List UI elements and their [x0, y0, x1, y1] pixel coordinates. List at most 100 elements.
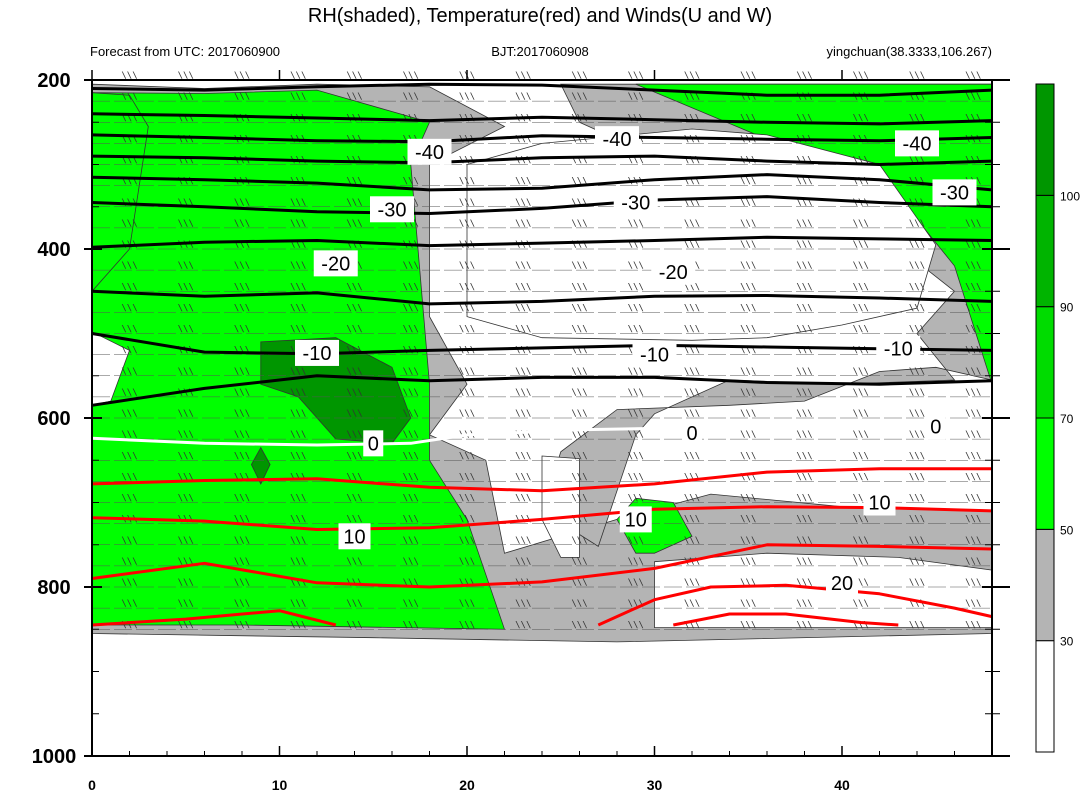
wind-barb: \\\	[740, 494, 756, 504]
wind-barb: \\\	[515, 92, 531, 102]
contour-label-box	[651, 258, 696, 285]
contour-line	[91, 133, 993, 144]
contour-label-box	[407, 138, 452, 165]
contour-labels: -40 -40 -40 -30 -30 -30 -20 -20 -10 -10 -10 0 0 0 10 10…	[295, 126, 977, 596]
wind-barb: \\\	[346, 134, 362, 144]
contour-label-box	[876, 335, 921, 362]
contour-label: 10	[625, 509, 647, 531]
y-tick-label: 800	[37, 577, 70, 599]
wind-barb: \\\	[909, 599, 925, 609]
wind-barb: \\\	[515, 282, 531, 292]
wind-barb: \\\	[796, 409, 812, 419]
wind-barb: \\\	[459, 599, 475, 609]
wind-barb: \\\	[178, 177, 194, 187]
wind-barb: \\\	[290, 282, 306, 292]
wind-barb: \\\	[909, 430, 925, 440]
wind-barb: \\\	[403, 494, 419, 504]
wind-barb: \\\	[234, 367, 250, 377]
wind-barb: \\\	[234, 388, 250, 398]
wind-barb: \\\	[178, 409, 194, 419]
wind-barb: \\\	[121, 472, 137, 482]
wind-barb: \\\	[909, 388, 925, 398]
wind-barb: \\\	[965, 303, 981, 313]
wind-barb: \\\	[121, 620, 137, 630]
wind-barb: \\\	[628, 494, 644, 504]
contour-line	[91, 609, 337, 627]
wind-barb: \\\	[965, 430, 981, 440]
wind-barb: \\\	[234, 219, 250, 229]
wind-barb: \\\	[290, 388, 306, 398]
wind-barb: \\\	[459, 261, 475, 271]
wind-barb: \\\	[178, 71, 194, 81]
temperature-contours	[91, 82, 993, 627]
wind-barb: \\\	[909, 282, 925, 292]
contour-label: -30	[378, 199, 407, 221]
wind-barb: \\\	[796, 578, 812, 588]
wind-barb: \\\	[403, 325, 419, 335]
wind-barb: \\\	[234, 409, 250, 419]
wind-barb: \\\	[515, 536, 531, 546]
wind-barb: \\\	[684, 494, 700, 504]
contour-line	[91, 467, 992, 493]
wind-barb: \\\	[571, 599, 587, 609]
x-tick-label: 40	[834, 777, 850, 793]
wind-barb: \\\	[234, 261, 250, 271]
wind-barb: \\\	[684, 620, 700, 630]
colorbar-swatch	[1035, 417, 1055, 530]
colorbar-swatch	[1035, 306, 1055, 419]
contour-label: 0	[930, 416, 941, 438]
contour-label: -40	[903, 133, 932, 155]
wind-barb: \\\	[909, 261, 925, 271]
wind-barb: \\\	[628, 557, 644, 567]
wind-barb: \\\	[515, 472, 531, 482]
wind-barb: \\\	[796, 156, 812, 166]
wind-barb: \\\	[121, 430, 137, 440]
x-tick-label: 20	[459, 777, 475, 793]
wind-barb: \\\	[234, 92, 250, 102]
wind-barb: \\\	[403, 113, 419, 123]
wind-barb: \\\	[234, 494, 250, 504]
wind-barb: \\\	[459, 409, 475, 419]
wind-barb: \\\	[346, 472, 362, 482]
contour-label-box	[895, 130, 939, 157]
wind-barb: \\\	[571, 71, 587, 81]
wind-barb: \\\	[178, 134, 194, 144]
wind-barb: \\\	[403, 367, 419, 377]
wind-barb: \\\	[346, 177, 362, 187]
wind-barb: \\\	[178, 113, 194, 123]
wind-barb: \\\	[740, 409, 756, 419]
wind-barb: \\\	[684, 536, 700, 546]
wind-barb: \\\	[121, 536, 137, 546]
wind-barb: \\\	[121, 134, 137, 144]
wind-barb: \\\	[515, 346, 531, 356]
wind-barb: \\\	[571, 346, 587, 356]
wind-barb: \\\	[571, 620, 587, 630]
wind-barb: \\\	[459, 177, 475, 187]
wind-barb: \\\	[796, 536, 812, 546]
wind-barb: \\\	[515, 156, 531, 166]
contour-line	[91, 505, 993, 531]
wind-barb: \\\	[290, 451, 306, 461]
wind-barb: \\\	[796, 240, 812, 250]
wind-barb: \\\	[628, 388, 644, 398]
colorbar-label: 90	[1060, 301, 1074, 315]
wind-barb: \\\	[178, 557, 194, 567]
wind-barb: \\\	[796, 451, 812, 461]
wind-barb: \\\	[965, 92, 981, 102]
wind-barb: \\\	[571, 472, 587, 482]
wind-barb: \\\	[234, 620, 250, 630]
wind-barb: \\\	[628, 261, 644, 271]
wind-barb: \\\	[965, 261, 981, 271]
wind-barb: \\\	[965, 388, 981, 398]
wind-barb: \\\	[121, 261, 137, 271]
wind-barb: \\\	[515, 134, 531, 144]
wind-barb: \\\	[628, 282, 644, 292]
wind-barb: \\\	[853, 472, 869, 482]
wind-barb: \\\	[628, 367, 644, 377]
wind-barb: \\\	[403, 177, 419, 187]
wind-barb: \\\	[628, 219, 644, 229]
wind-barb: \\\	[853, 494, 869, 504]
subtitle-center: BJT:2017060908	[491, 44, 589, 59]
wind-barb: \\\	[178, 367, 194, 377]
wind-barb: \\\	[965, 557, 981, 567]
